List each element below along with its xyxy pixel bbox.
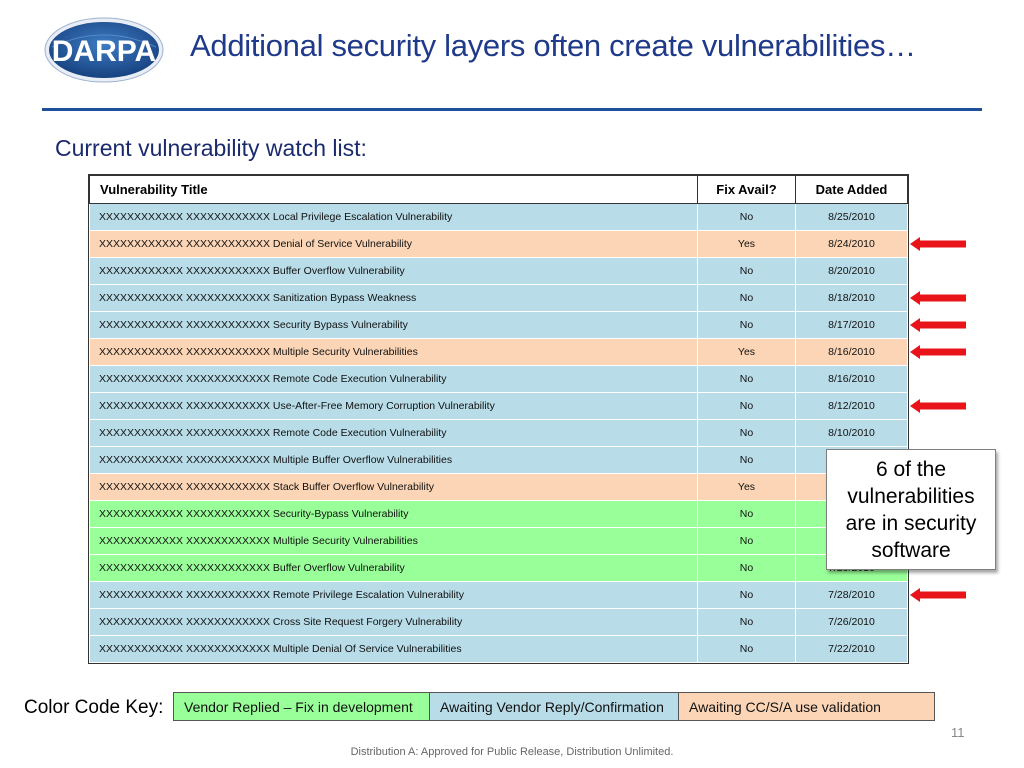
logo-text: DARPA bbox=[52, 35, 156, 68]
row-fix-cell: No bbox=[697, 527, 796, 555]
row-fix-cell: No bbox=[697, 500, 796, 528]
row-title-cell: XXXXXXXXXXXX XXXXXXXXXXXX Multiple Secur… bbox=[89, 338, 698, 366]
table-header-row: Vulnerability Title Fix Avail? Date Adde… bbox=[89, 175, 908, 204]
red-arrow-icon bbox=[910, 236, 966, 251]
row-fix-cell: No bbox=[697, 419, 796, 447]
callout-box: 6 of the vulnerabilities are in security… bbox=[826, 449, 996, 570]
color-key-label: Color Code Key: bbox=[24, 697, 164, 718]
table-row: XXXXXXXXXXXX XXXXXXXXXXXX Cross Site Req… bbox=[89, 608, 908, 636]
row-date-cell: 8/18/2010 bbox=[795, 284, 908, 312]
row-date-cell: 8/20/2010 bbox=[795, 257, 908, 285]
row-date-cell: 8/12/2010 bbox=[795, 392, 908, 420]
key-vendor-replied: Vendor Replied – Fix in development bbox=[173, 692, 430, 721]
key-awaiting-vendor: Awaiting Vendor Reply/Confirmation bbox=[429, 692, 679, 721]
page-number: 11 bbox=[951, 725, 965, 740]
table-row: XXXXXXXXXXXX XXXXXXXXXXXX Multiple Buffe… bbox=[89, 446, 908, 474]
vulnerability-table: Vulnerability Title Fix Avail? Date Adde… bbox=[88, 174, 909, 664]
row-date-cell: 7/22/2010 bbox=[795, 635, 908, 663]
row-fix-cell: Yes bbox=[697, 473, 796, 501]
row-date-cell: 7/28/2010 bbox=[795, 581, 908, 609]
row-date-cell: 8/24/2010 bbox=[795, 230, 908, 258]
row-title-cell: XXXXXXXXXXXX XXXXXXXXXXXX Cross Site Req… bbox=[89, 608, 698, 636]
column-header-title: Vulnerability Title bbox=[89, 175, 698, 204]
darpa-logo: DARPA bbox=[44, 17, 164, 83]
row-title-cell: XXXXXXXXXXXX XXXXXXXXXXXX Sanitization B… bbox=[89, 284, 698, 312]
table-row: XXXXXXXXXXXX XXXXXXXXXXXX Stack Buffer O… bbox=[89, 473, 908, 501]
row-title-cell: XXXXXXXXXXXX XXXXXXXXXXXX Local Privileg… bbox=[89, 203, 698, 231]
row-fix-cell: No bbox=[697, 554, 796, 582]
key-awaiting-validation: Awaiting CC/S/A use validation bbox=[678, 692, 935, 721]
table-row: XXXXXXXXXXXX XXXXXXXXXXXX Remote Code Ex… bbox=[89, 419, 908, 447]
row-fix-cell: No bbox=[697, 284, 796, 312]
row-title-cell: XXXXXXXXXXXX XXXXXXXXXXXX Multiple Denia… bbox=[89, 635, 698, 663]
table-row: XXXXXXXXXXXX XXXXXXXXXXXX Security-Bypas… bbox=[89, 500, 908, 528]
row-title-cell: XXXXXXXXXXXX XXXXXXXXXXXX Remote Privile… bbox=[89, 581, 698, 609]
slide-title: Additional security layers often create … bbox=[190, 28, 916, 63]
row-title-cell: XXXXXXXXXXXX XXXXXXXXXXXX Remote Code Ex… bbox=[89, 365, 698, 393]
table-row: XXXXXXXXXXXX XXXXXXXXXXXX Buffer Overflo… bbox=[89, 554, 908, 582]
table-row: XXXXXXXXXXXX XXXXXXXXXXXX Multiple Secur… bbox=[89, 338, 908, 366]
row-fix-cell: No bbox=[697, 581, 796, 609]
distribution-footer: Distribution A: Approved for Public Rele… bbox=[350, 746, 674, 758]
table-row: XXXXXXXXXXXX XXXXXXXXXXXX Multiple Secur… bbox=[89, 527, 908, 555]
row-title-cell: XXXXXXXXXXXX XXXXXXXXXXXX Multiple Secur… bbox=[89, 527, 698, 555]
table-row: XXXXXXXXXXXX XXXXXXXXXXXX Local Privileg… bbox=[89, 203, 908, 231]
row-title-cell: XXXXXXXXXXXX XXXXXXXXXXXX Multiple Buffe… bbox=[89, 446, 698, 474]
row-fix-cell: No bbox=[697, 311, 796, 339]
row-fix-cell: No bbox=[697, 392, 796, 420]
table-row: XXXXXXXXXXXX XXXXXXXXXXXX Use-After-Free… bbox=[89, 392, 908, 420]
row-fix-cell: No bbox=[697, 257, 796, 285]
row-title-cell: XXXXXXXXXXXX XXXXXXXXXXXX Use-After-Free… bbox=[89, 392, 698, 420]
row-fix-cell: Yes bbox=[697, 230, 796, 258]
red-arrow-icon bbox=[910, 290, 966, 305]
row-date-cell: 7/26/2010 bbox=[795, 608, 908, 636]
row-fix-cell: No bbox=[697, 608, 796, 636]
row-fix-cell: No bbox=[697, 365, 796, 393]
row-title-cell: XXXXXXXXXXXX XXXXXXXXXXXX Security-Bypas… bbox=[89, 500, 698, 528]
row-title-cell: XXXXXXXXXXXX XXXXXXXXXXXX Remote Code Ex… bbox=[89, 419, 698, 447]
row-date-cell: 8/25/2010 bbox=[795, 203, 908, 231]
row-date-cell: 8/16/2010 bbox=[795, 365, 908, 393]
row-title-cell: XXXXXXXXXXXX XXXXXXXXXXXX Stack Buffer O… bbox=[89, 473, 698, 501]
table-row: XXXXXXXXXXXX XXXXXXXXXXXX Buffer Overflo… bbox=[89, 257, 908, 285]
table-row: XXXXXXXXXXXX XXXXXXXXXXXX Denial of Serv… bbox=[89, 230, 908, 258]
red-arrow-icon bbox=[910, 317, 966, 332]
column-header-fix: Fix Avail? bbox=[697, 175, 796, 204]
red-arrow-icon bbox=[910, 344, 966, 359]
red-arrow-icon bbox=[910, 398, 966, 413]
watch-list-heading: Current vulnerability watch list: bbox=[55, 135, 367, 161]
table-row: XXXXXXXXXXXX XXXXXXXXXXXX Security Bypas… bbox=[89, 311, 908, 339]
row-title-cell: XXXXXXXXXXXX XXXXXXXXXXXX Denial of Serv… bbox=[89, 230, 698, 258]
row-date-cell: 8/10/2010 bbox=[795, 419, 908, 447]
table-row: XXXXXXXXXXXX XXXXXXXXXXXX Sanitization B… bbox=[89, 284, 908, 312]
row-fix-cell: No bbox=[697, 446, 796, 474]
table-row: XXXXXXXXXXXX XXXXXXXXXXXX Remote Code Ex… bbox=[89, 365, 908, 393]
row-fix-cell: No bbox=[697, 635, 796, 663]
table-row: XXXXXXXXXXXX XXXXXXXXXXXX Multiple Denia… bbox=[89, 635, 908, 663]
row-fix-cell: No bbox=[697, 203, 796, 231]
row-title-cell: XXXXXXXXXXXX XXXXXXXXXXXX Buffer Overflo… bbox=[89, 257, 698, 285]
row-title-cell: XXXXXXXXXXXX XXXXXXXXXXXX Buffer Overflo… bbox=[89, 554, 698, 582]
row-fix-cell: Yes bbox=[697, 338, 796, 366]
row-title-cell: XXXXXXXXXXXX XXXXXXXXXXXX Security Bypas… bbox=[89, 311, 698, 339]
row-date-cell: 8/16/2010 bbox=[795, 338, 908, 366]
column-header-date: Date Added bbox=[795, 175, 908, 204]
table-row: XXXXXXXXXXXX XXXXXXXXXXXX Remote Privile… bbox=[89, 581, 908, 609]
red-arrow-icon bbox=[910, 587, 966, 602]
row-date-cell: 8/17/2010 bbox=[795, 311, 908, 339]
title-divider bbox=[42, 108, 982, 111]
